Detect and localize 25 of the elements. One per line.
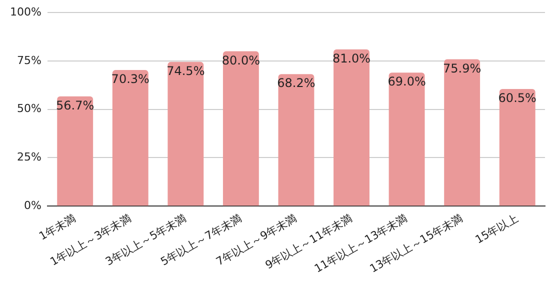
- bar: [112, 70, 148, 206]
- data-label: 69.0%: [388, 74, 426, 89]
- bar: [222, 51, 259, 206]
- y-tick-label: 0%: [24, 198, 42, 212]
- bar: [278, 74, 314, 206]
- data-label: 74.5%: [166, 64, 205, 78]
- bar: [499, 89, 536, 206]
- data-label: 80.0%: [222, 53, 260, 68]
- bar: [444, 59, 480, 206]
- data-label: 68.2%: [277, 76, 316, 90]
- y-tick-label: 50%: [16, 102, 42, 116]
- y-tick-label: 25%: [16, 150, 42, 164]
- data-label: 70.3%: [111, 72, 150, 86]
- x-tick-label: 15年以上: [473, 212, 520, 246]
- y-tick-label: 75%: [16, 54, 42, 67]
- x-tick-label: 1年未満: [36, 212, 78, 243]
- bar: [334, 49, 370, 206]
- bar: [57, 96, 94, 206]
- data-label: 75.9%: [443, 61, 482, 76]
- data-label: 60.5%: [498, 91, 536, 106]
- bar: [168, 62, 204, 206]
- data-label: 81.0%: [332, 51, 371, 66]
- y-tick-label: 100%: [10, 5, 42, 18]
- data-label: 56.7%: [56, 98, 94, 112]
- bar: [388, 72, 425, 206]
